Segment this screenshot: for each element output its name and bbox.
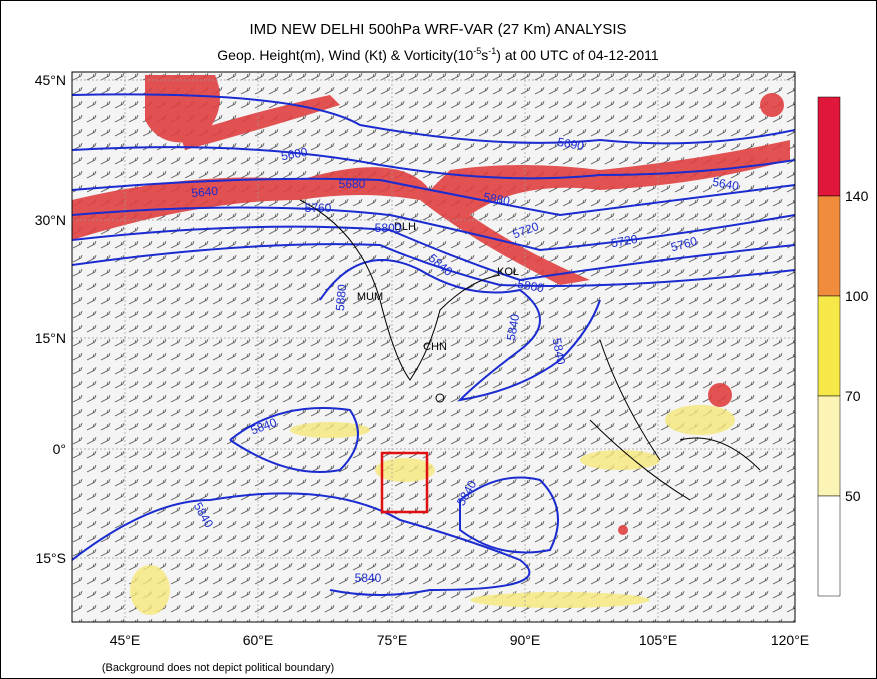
contour-label: 5840 — [504, 313, 522, 342]
station-label: CHN — [423, 341, 447, 353]
colorbar-label: 50 — [845, 488, 861, 504]
contour-label: 5800 — [375, 221, 402, 235]
lon-label: 105°E — [639, 632, 677, 648]
contour-label: 5840 — [550, 337, 568, 366]
contour-label: 5760 — [669, 234, 699, 255]
colorbar-label: 100 — [845, 288, 869, 304]
lat-label: 15°S — [35, 550, 66, 566]
highlight-box — [380, 451, 429, 514]
footnote: (Background does not depict political bo… — [102, 662, 334, 674]
contour-label: 5800 — [516, 277, 545, 295]
station-label: KOL — [497, 266, 519, 278]
colorbar-label: 140 — [845, 188, 869, 204]
lon-label: 120°E — [771, 632, 809, 648]
lon-label: 60°E — [243, 632, 274, 648]
map-frame — [71, 71, 796, 623]
colorbar-label: 70 — [845, 388, 861, 404]
colorbar — [817, 96, 841, 597]
contour-label: 5880 — [333, 283, 349, 311]
contour-label: 5840 — [355, 571, 382, 585]
lon-label: 45°E — [110, 632, 141, 648]
station-label: MUM — [357, 291, 383, 303]
lat-label: 0° — [53, 441, 66, 457]
contour-label: 5720 — [610, 232, 639, 250]
lon-label: 75°E — [377, 632, 408, 648]
map-area — [72, 72, 795, 622]
contour-label: 5760 — [305, 201, 332, 215]
contour-label: 5600 — [280, 145, 309, 163]
lat-label: 45°N — [35, 72, 66, 88]
lat-label: 15°N — [35, 330, 66, 346]
lon-label: 90°E — [510, 632, 541, 648]
contour-label: 5690 — [556, 135, 585, 153]
contour-label: 5880 — [482, 190, 511, 208]
station-label: DLH — [394, 221, 416, 233]
contour-label: 5640 — [191, 184, 219, 200]
lat-label: 30°N — [35, 212, 66, 228]
contour-label: 5640 — [711, 175, 740, 193]
contour-label: 5680 — [339, 177, 366, 191]
title: IMD NEW DELHI 500hPa WRF-VAR (27 Km) ANA… — [249, 21, 626, 38]
subtitle: Geop. Height(m), Wind (Kt) & Vorticity(1… — [217, 46, 659, 63]
